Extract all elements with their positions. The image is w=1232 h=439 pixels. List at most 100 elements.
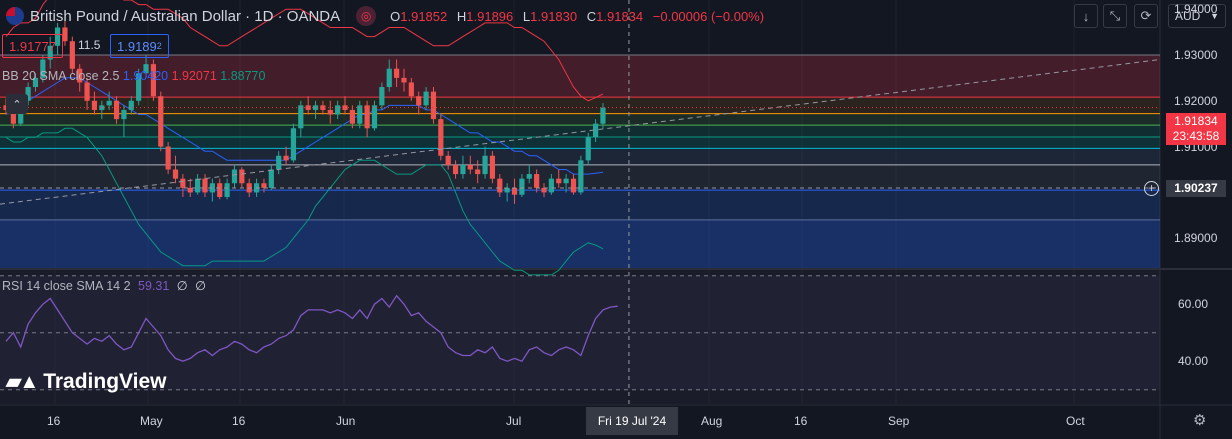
candle-body [430, 91, 437, 120]
time-tick-label: Aug [701, 414, 723, 428]
candle [452, 160, 459, 179]
candle [224, 178, 230, 200]
candle-body [298, 105, 304, 129]
candle [593, 119, 599, 143]
candle [172, 155, 179, 184]
candle-body [77, 68, 83, 83]
candle-body [202, 178, 208, 193]
candle-body [482, 155, 488, 175]
candle-body [106, 100, 112, 106]
fib-zone-bottom [0, 219, 1160, 268]
candle [401, 68, 407, 92]
fib-zone [0, 113, 1160, 126]
sell-button[interactable]: 1.91777 [2, 34, 63, 58]
candle-body [187, 187, 193, 193]
candle [91, 91, 98, 115]
candle-body [394, 68, 400, 78]
candle [519, 174, 525, 197]
candle [290, 123, 297, 163]
candle-body [460, 164, 466, 175]
candle-body [349, 109, 355, 124]
scroll-down-arrow-icon[interactable]: ↓ [1074, 4, 1098, 28]
candle-body [386, 68, 392, 88]
add-alert-plus-icon[interactable]: + [1144, 181, 1159, 196]
candle [113, 96, 120, 124]
currency-select[interactable]: AUD ▼ [1168, 4, 1226, 28]
open-value: 1.91852 [400, 8, 448, 24]
fib-zone [0, 190, 1160, 268]
symbol-title[interactable]: British Pound / Australian Dollar · 1D ·… [30, 7, 341, 25]
candle [320, 100, 326, 115]
candle-body [290, 128, 297, 161]
buy-button[interactable]: 1.9189 2 [110, 34, 169, 58]
candle [187, 178, 193, 197]
candle [489, 151, 496, 184]
candle-body [445, 155, 451, 165]
candle-body [158, 96, 164, 147]
rsi-value: 59.31 [138, 279, 170, 293]
price-tick-label: 1.92000 [1174, 93, 1218, 108]
candle [40, 54, 46, 83]
price-tick-label: 1.93000 [1174, 47, 1218, 62]
candle-body [231, 169, 238, 184]
candle-body [438, 119, 444, 156]
candle [416, 91, 422, 115]
candle [77, 64, 83, 92]
bb-lower-value: 1.88770 [220, 69, 266, 83]
candle [526, 164, 532, 184]
candle-body [489, 155, 496, 179]
candle-body [556, 178, 562, 184]
candle [62, 18, 68, 46]
ohlc-values: O1.91852 H1.91896 L1.91830 C1.91834 −0.0… [390, 9, 770, 24]
refresh-icon[interactable]: ⟳ [1134, 4, 1158, 28]
oanda-logo-icon[interactable]: ◎ [356, 6, 377, 26]
bb-lower-line [5, 127, 604, 276]
candle [548, 174, 554, 195]
candle-body [600, 107, 606, 124]
collapse-legend-chevron-up-icon[interactable]: ⌃ [6, 94, 28, 114]
gear-icon[interactable]: ⚙ [1193, 412, 1207, 429]
time-tick-label: 16 [232, 414, 246, 428]
candle-body [504, 187, 510, 193]
candle-body [578, 160, 584, 193]
candle-body [593, 123, 599, 138]
candle-body [150, 64, 156, 97]
candle [180, 174, 186, 197]
candle [423, 87, 429, 110]
fullscreen-icon[interactable]: ⤡ [1103, 4, 1127, 28]
last-price-label: 1.91834 23:43:58 [1166, 113, 1226, 145]
candle-body [180, 178, 186, 188]
candle [217, 178, 223, 200]
candle-body [585, 137, 591, 161]
candle [504, 183, 510, 202]
candle [534, 169, 540, 193]
crosshair-price-label: 1.90237 [1166, 180, 1226, 197]
candle [349, 105, 355, 129]
candle [136, 68, 142, 106]
candle-body [467, 164, 473, 170]
candle-body [54, 27, 61, 46]
candle [541, 183, 547, 197]
candle [585, 132, 591, 165]
time-tick-label: Sep [888, 414, 910, 428]
spread-value: 11.5 [78, 38, 101, 52]
candle [84, 77, 90, 110]
time-tick-label: Jul [506, 414, 522, 428]
fib-zone [0, 148, 1160, 165]
candle [438, 114, 444, 161]
last-price-value: 1.91834 [1174, 114, 1218, 128]
candle [445, 151, 451, 170]
candle-body [534, 174, 540, 188]
fib-zone [0, 97, 1160, 114]
rsi-legend[interactable]: RSI 14 close SMA 14 2 59.31 ∅ ∅ [2, 278, 206, 293]
candle [69, 36, 75, 74]
bb-legend[interactable]: BB 20 SMA close 2.5 1.90420 1.92071 1.88… [2, 69, 265, 83]
rsi-extra-value-1: ∅ [176, 279, 188, 293]
candle-body [416, 96, 422, 106]
candle [195, 174, 201, 195]
candle [25, 82, 31, 106]
candle-body [423, 91, 429, 106]
candle [298, 100, 304, 138]
candle [379, 82, 385, 110]
